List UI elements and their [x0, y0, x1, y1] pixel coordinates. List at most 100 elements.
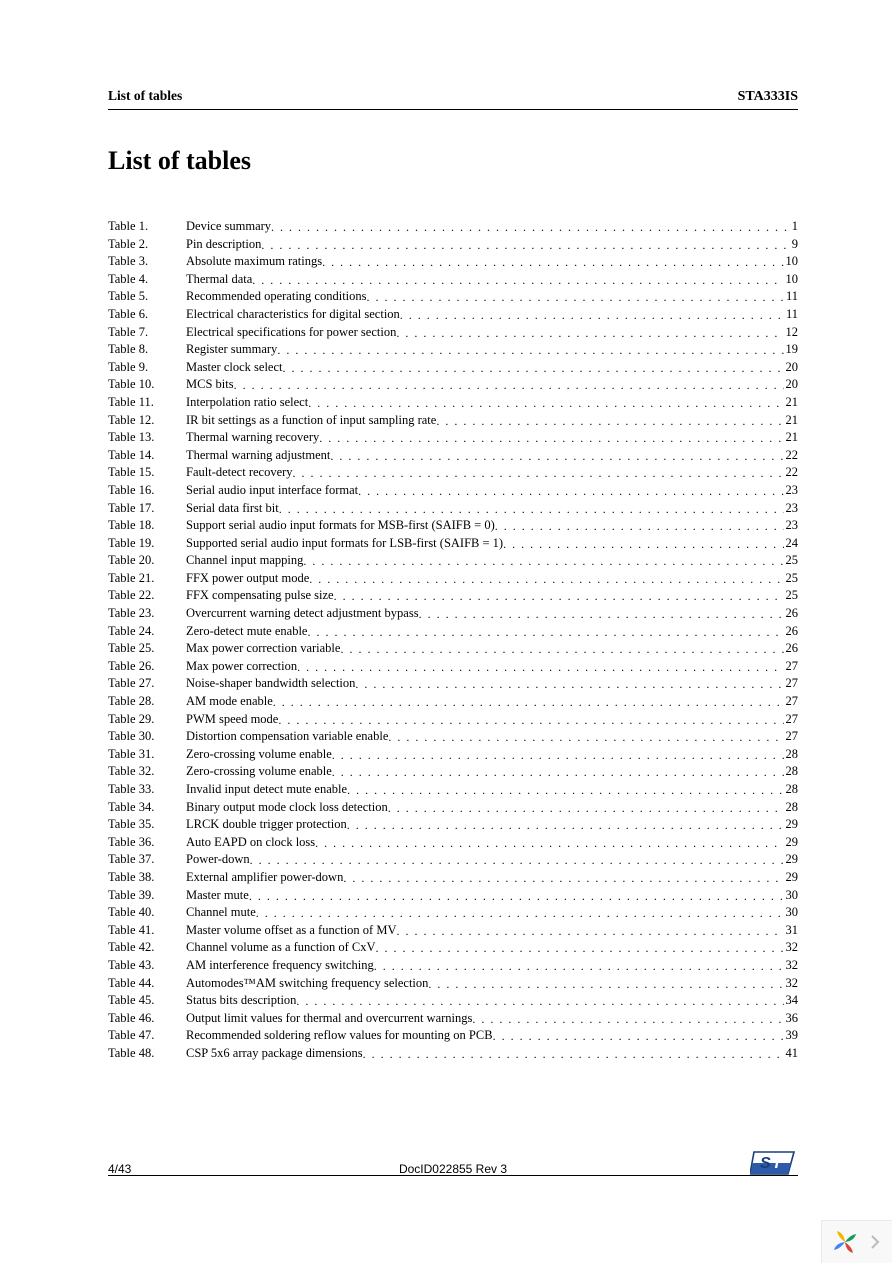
toc-row[interactable]: Table 30.Distortion compensation variabl…: [108, 730, 798, 743]
page-title: List of tables: [108, 146, 798, 176]
toc-description: Absolute maximum ratings: [186, 255, 322, 268]
toc-row[interactable]: Table 26.Max power correction 27: [108, 660, 798, 673]
toc-row[interactable]: Table 2.Pin description 9: [108, 238, 798, 251]
toc-row[interactable]: Table 11.Interpolation ratio select21: [108, 396, 798, 409]
toc-description: Max power correction variable: [186, 642, 340, 655]
toc-row[interactable]: Table 14.Thermal warning adjustment 22: [108, 449, 798, 462]
toc-description: Support serial audio input formats for M…: [186, 519, 495, 532]
toc-row[interactable]: Table 37.Power-down29: [108, 853, 798, 866]
toc-page-number: 25: [784, 554, 799, 567]
toc-description: Output limit values for thermal and over…: [186, 1012, 472, 1025]
toc-row[interactable]: Table 23.Overcurrent warning detect adju…: [108, 607, 798, 620]
page-footer: 4/43 DocID022855 Rev 3: [108, 1175, 798, 1196]
toc-row[interactable]: Table 16.Serial audio input interface fo…: [108, 484, 798, 497]
toc-page-number: 27: [784, 677, 799, 690]
toc-row[interactable]: Table 48.CSP 5x6 array package dimension…: [108, 1047, 798, 1060]
toc-label: Table 8.: [108, 343, 186, 356]
toc-page-number: 29: [784, 853, 799, 866]
toc-row[interactable]: Table 20.Channel input mapping25: [108, 554, 798, 567]
toc-label: Table 48.: [108, 1047, 186, 1060]
toc-page-number: 41: [784, 1047, 799, 1060]
toc-label: Table 29.: [108, 713, 186, 726]
toc-dot-leader: [277, 344, 783, 356]
toc-row[interactable]: Table 21.FFX power output mode25: [108, 572, 798, 585]
toc-row[interactable]: Table 41.Master volume offset as a funct…: [108, 924, 798, 937]
chevron-right-icon[interactable]: [866, 1229, 884, 1255]
toc-row[interactable]: Table 3.Absolute maximum ratings10: [108, 255, 798, 268]
toc-row[interactable]: Table 43.AM interference frequency switc…: [108, 959, 798, 972]
toc-dot-leader: [388, 731, 783, 743]
toc-page-number: 20: [784, 378, 799, 391]
toc-row[interactable]: Table 46.Output limit values for thermal…: [108, 1012, 798, 1025]
toc-row[interactable]: Table 27.Noise-shaper bandwidth selectio…: [108, 677, 798, 690]
toc-description: Serial data first bit: [186, 502, 279, 515]
toc-row[interactable]: Table 39.Master mute30: [108, 889, 798, 902]
toc-page-number: 32: [784, 977, 799, 990]
toc-row[interactable]: Table 15.Fault-detect recovery 22: [108, 466, 798, 479]
toc-description: Max power correction: [186, 660, 297, 673]
toc-row[interactable]: Table 42.Channel volume as a function of…: [108, 941, 798, 954]
toc-row[interactable]: Table 31.Zero-crossing volume enable28: [108, 748, 798, 761]
toc-row[interactable]: Table 19.Supported serial audio input fo…: [108, 537, 798, 550]
toc-page-number: 31: [784, 924, 799, 937]
toc-row[interactable]: Table 4.Thermal data10: [108, 273, 798, 286]
toc-label: Table 28.: [108, 695, 186, 708]
toc-row[interactable]: Table 33.Invalid input detect mute enabl…: [108, 783, 798, 796]
toc-row[interactable]: Table 6.Electrical characteristics for d…: [108, 308, 798, 321]
toc-description: Channel mute: [186, 906, 256, 919]
toc-page-number: 27: [784, 713, 799, 726]
toc-row[interactable]: Table 5.Recommended operating conditions…: [108, 290, 798, 303]
toc-row[interactable]: Table 40.Channel mute 30: [108, 906, 798, 919]
toc-dot-leader: [334, 590, 784, 602]
toc-row[interactable]: Table 47.Recommended soldering reflow va…: [108, 1029, 798, 1042]
toc-dot-leader: [332, 766, 784, 778]
toc-description: Master mute: [186, 889, 249, 902]
toc-page-number: 22: [784, 449, 799, 462]
toc-row[interactable]: Table 9.Master clock select 20: [108, 361, 798, 374]
toc-row[interactable]: Table 13.Thermal warning recovery 21: [108, 431, 798, 444]
toc-dot-leader: [363, 1048, 784, 1060]
toc-row[interactable]: Table 18.Support serial audio input form…: [108, 519, 798, 532]
toc-row[interactable]: Table 38.External amplifier power-down29: [108, 871, 798, 884]
toc-dot-leader: [347, 819, 784, 831]
toc-row[interactable]: Table 7.Electrical specifications for po…: [108, 326, 798, 339]
toc-row[interactable]: Table 36.Auto EAPD on clock loss 29: [108, 836, 798, 849]
toc-dot-leader: [252, 274, 783, 286]
toc-label: Table 4.: [108, 273, 186, 286]
toc-row[interactable]: Table 25.Max power correction variable 2…: [108, 642, 798, 655]
toc-row[interactable]: Table 28.AM mode enable27: [108, 695, 798, 708]
toc-page-number: 29: [784, 836, 799, 849]
toc-row[interactable]: Table 17.Serial data first bit23: [108, 502, 798, 515]
toc-label: Table 44.: [108, 977, 186, 990]
toc-row[interactable]: Table 24.Zero-detect mute enable26: [108, 625, 798, 638]
toc-row[interactable]: Table 45.Status bits description34: [108, 994, 798, 1007]
toc-row[interactable]: Table 32.Zero-crossing volume enable28: [108, 765, 798, 778]
footer-doc-id: DocID022855 Rev 3: [399, 1162, 507, 1176]
toc-row[interactable]: Table 34.Binary output mode clock loss d…: [108, 801, 798, 814]
footer-page-number: 4/43: [108, 1162, 131, 1176]
toc-row[interactable]: Table 1.Device summary1: [108, 220, 798, 233]
corner-widget[interactable]: [821, 1220, 892, 1263]
toc-label: Table 34.: [108, 801, 186, 814]
header-part-number: STA333IS: [738, 89, 798, 105]
toc-label: Table 20.: [108, 554, 186, 567]
toc-description: Serial audio input interface format: [186, 484, 358, 497]
toc-row[interactable]: Table 44.Automodes™AM switching frequenc…: [108, 977, 798, 990]
toc-row[interactable]: Table 10.MCS bits20: [108, 378, 798, 391]
toc-page-number: 34: [784, 994, 799, 1007]
toc-row[interactable]: Table 12.IR bit settings as a function o…: [108, 414, 798, 427]
toc-row[interactable]: Table 8.Register summary19: [108, 343, 798, 356]
toc-dot-leader: [307, 626, 783, 638]
toc-description: Zero-crossing volume enable: [186, 765, 332, 778]
toc-label: Table 47.: [108, 1029, 186, 1042]
toc-dot-leader: [396, 327, 783, 339]
toc-description: Power-down: [186, 853, 250, 866]
toc-description: Device summary: [186, 220, 271, 233]
toc-row[interactable]: Table 35.LRCK double trigger protection …: [108, 818, 798, 831]
toc-dot-leader: [278, 714, 783, 726]
toc-row[interactable]: Table 22.FFX compensating pulse size25: [108, 589, 798, 602]
toc-description: Channel volume as a function of CxV: [186, 941, 376, 954]
toc-row[interactable]: Table 29.PWM speed mode 27: [108, 713, 798, 726]
toc-page-number: 30: [784, 889, 799, 902]
toc-label: Table 7.: [108, 326, 186, 339]
